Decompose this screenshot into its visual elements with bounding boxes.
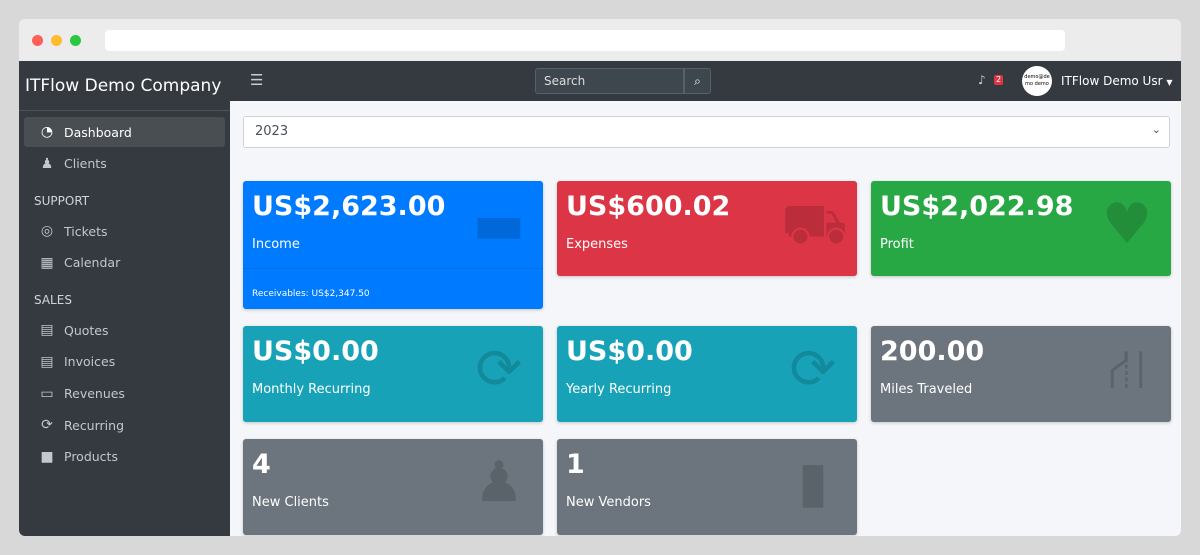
menu-toggle-icon[interactable]: ☰ [250, 71, 264, 89]
notification-badge: 2 [994, 75, 1004, 85]
label: Tickets [64, 223, 108, 239]
user-menu[interactable]: ITFlow Demo Usr ▼ [1061, 74, 1173, 88]
calendar-icon: ▦ [40, 254, 54, 271]
invoice-icon: ▤ [40, 353, 54, 370]
search-input[interactable]: Search [535, 68, 684, 94]
stat-value: 200.00 [880, 336, 985, 367]
stat-card-miles-traveled: 200.00 Miles Traveled ⛙ [871, 326, 1171, 422]
stat-label: New Vendors [566, 495, 651, 510]
stat-card-new-vendors: 1 New Vendors ▮ [557, 439, 857, 535]
minimize-dot[interactable] [51, 35, 62, 46]
stat-value: US$2,022.98 [880, 191, 1074, 222]
box-icon: ■ [40, 448, 54, 465]
stat-card-income: US$2,623.00 Income ▬ Receivables: US$2,347.… [243, 181, 543, 309]
users-icon: ♟ [40, 155, 54, 172]
sidebar-item-tickets[interactable]: ◎ Tickets [24, 216, 225, 246]
chevron-down-icon: ⌄ [1151, 123, 1161, 136]
sales-header: SALES [34, 293, 72, 308]
browser-chrome [19, 19, 1181, 61]
sync-icon: ⟳ [789, 342, 837, 398]
sync-icon: ⟳ [41, 417, 53, 434]
sync-icon: ⟳ [475, 342, 523, 398]
label: Revenues [64, 386, 125, 402]
credit-card-icon: ▬ [472, 197, 526, 253]
year-select[interactable]: 2023 ⌄ [243, 116, 1170, 148]
sidebar-item-quotes[interactable]: ▤ Quotes [24, 315, 225, 345]
route-icon: ⛙ [1107, 342, 1147, 398]
stat-label: Income [252, 237, 300, 252]
search-icon: ⌕ [694, 74, 701, 88]
address-bar[interactable] [105, 30, 1065, 51]
maximize-dot[interactable] [70, 35, 81, 46]
stat-value: US$600.02 [566, 191, 731, 222]
close-dot[interactable] [32, 35, 43, 46]
avatar[interactable] [1022, 66, 1052, 96]
label: Dashboard [64, 124, 132, 140]
stat-card-yearly-recurring: US$0.00 Yearly Recurring ⟳ [557, 326, 857, 422]
top-navbar: ☰ Search ⌕ ♪ 2 demo@demo demo ITFlow Dem… [230, 61, 1181, 101]
sidebar-item-invoices[interactable]: ▤ Invoices [24, 347, 225, 377]
label: Products [64, 449, 118, 465]
sidebar-item-products[interactable]: ■ Products [24, 442, 225, 472]
stat-label: New Clients [252, 495, 329, 510]
stat-value: US$0.00 [566, 336, 693, 367]
gauge-icon: ◔ [40, 124, 54, 140]
label: Calendar [64, 255, 121, 271]
label: Recurring [64, 417, 124, 433]
stat-label: Expenses [566, 237, 628, 252]
stat-value: US$0.00 [252, 336, 379, 367]
sidebar: ITFlow Demo Company ◔ Dashboard ♟ Clients … [19, 61, 230, 536]
file-icon: ▤ [40, 322, 54, 339]
card-icon: ▭ [40, 385, 54, 402]
stat-value: 4 [252, 449, 271, 480]
bell-icon[interactable]: ♪ [978, 73, 986, 87]
stat-label: Monthly Recurring [252, 382, 371, 397]
lifebuoy-icon: ◎ [40, 223, 54, 240]
year-value: 2023 [255, 124, 289, 139]
stat-card-expenses: US$600.02 Expenses ⛟ [557, 181, 857, 276]
cart-icon: ⛟ [781, 197, 845, 253]
stat-label: Miles Traveled [880, 382, 973, 397]
stat-value: 1 [566, 449, 585, 480]
stat-card-monthly-recurring: US$0.00 Monthly Recurring ⟳ [243, 326, 543, 422]
search-button[interactable]: ⌕ [684, 68, 711, 94]
sidebar-item-clients[interactable]: ♟ Clients [24, 149, 225, 179]
label: Quotes [64, 322, 109, 338]
building-icon: ▮ [797, 455, 829, 511]
support-header: SUPPORT [34, 194, 90, 209]
caret-down-icon: ▼ [1166, 78, 1173, 87]
sidebar-item-revenues[interactable]: ▭ Revenues [24, 379, 225, 409]
stat-card-profit: US$2,022.98 Profit ♥ [871, 181, 1171, 276]
stat-label: Profit [880, 237, 914, 252]
browser-window: ITFlow Demo Company ◔ Dashboard ♟ Clients … [19, 19, 1181, 536]
sidebar-item-calendar[interactable]: ▦ Calendar [24, 248, 225, 278]
users-icon: ♟ [473, 455, 525, 511]
stat-value: US$2,623.00 [252, 191, 446, 222]
user-name: ITFlow Demo Usr [1061, 74, 1163, 88]
sidebar-item-dashboard[interactable]: ◔ Dashboard [24, 117, 225, 147]
brand[interactable]: ITFlow Demo Company [19, 61, 230, 111]
stat-card-new-clients: 4 New Clients ♟ [243, 439, 543, 535]
avatar-text: demo@demo demo [1024, 74, 1050, 87]
stat-label: Yearly Recurring [566, 382, 672, 397]
label: Clients [64, 156, 107, 172]
label: Invoices [64, 354, 116, 370]
receivables: Receivables: US$2,347.50 [243, 268, 543, 309]
dashboard-content: 2023 ⌄ US$2,623.00 Income ▬ Receivables: US$… [230, 101, 1181, 536]
sidebar-item-recurring[interactable]: ⟳ Recurring [24, 410, 225, 440]
heart-icon: ♥ [1101, 197, 1153, 253]
